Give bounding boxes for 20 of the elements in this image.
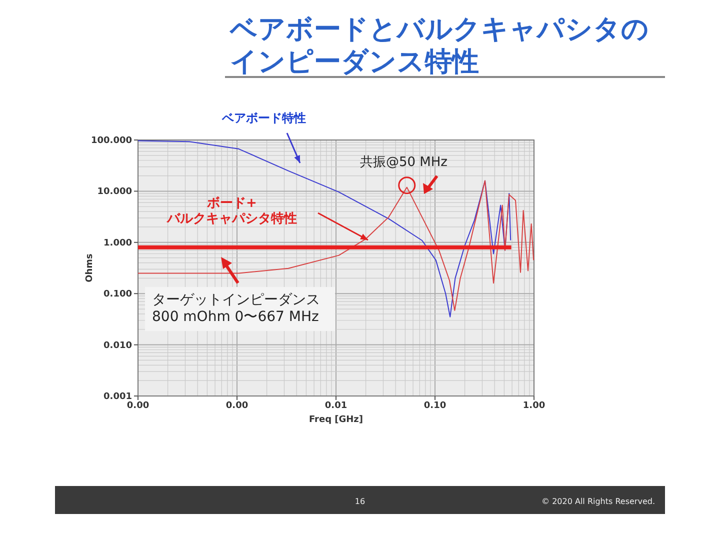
y-tick-label: 0.100 <box>104 290 132 300</box>
x-tick-label: 1.00 <box>522 401 546 411</box>
annotation: ターゲットインピーダンス 800 mOhm 0〜667 MHz <box>152 292 320 325</box>
series-label: ベアボード特性 <box>221 111 306 125</box>
annotation: 共振@50 MHz <box>360 155 448 170</box>
y-axis-title: Ohms <box>85 254 95 282</box>
x-axis-title: Freq [GHz] <box>308 415 364 425</box>
x-tick-label: 0.00 <box>126 401 150 411</box>
chart-title: ベアボードとバルクキャパシタのインピーダンス特性 <box>229 14 649 78</box>
text: © 2020 All Rights Reserved. <box>542 497 655 506</box>
y-tick-label: 0.010 <box>104 340 132 351</box>
text: 16 <box>354 497 366 506</box>
x-tick-label: 0.00 <box>226 401 248 411</box>
y-tick-label: 0.001 <box>104 392 132 402</box>
y-tick-label: 10.000 <box>97 187 132 198</box>
x-tick-label: 0.01 <box>324 401 348 411</box>
x-tick-label: 0.10 <box>424 401 446 411</box>
y-tick-label: 100.000 <box>91 136 132 146</box>
text: ボード+ バルクキャパシタ特性 <box>166 196 297 227</box>
y-tick-label: 1.000 <box>104 238 132 248</box>
